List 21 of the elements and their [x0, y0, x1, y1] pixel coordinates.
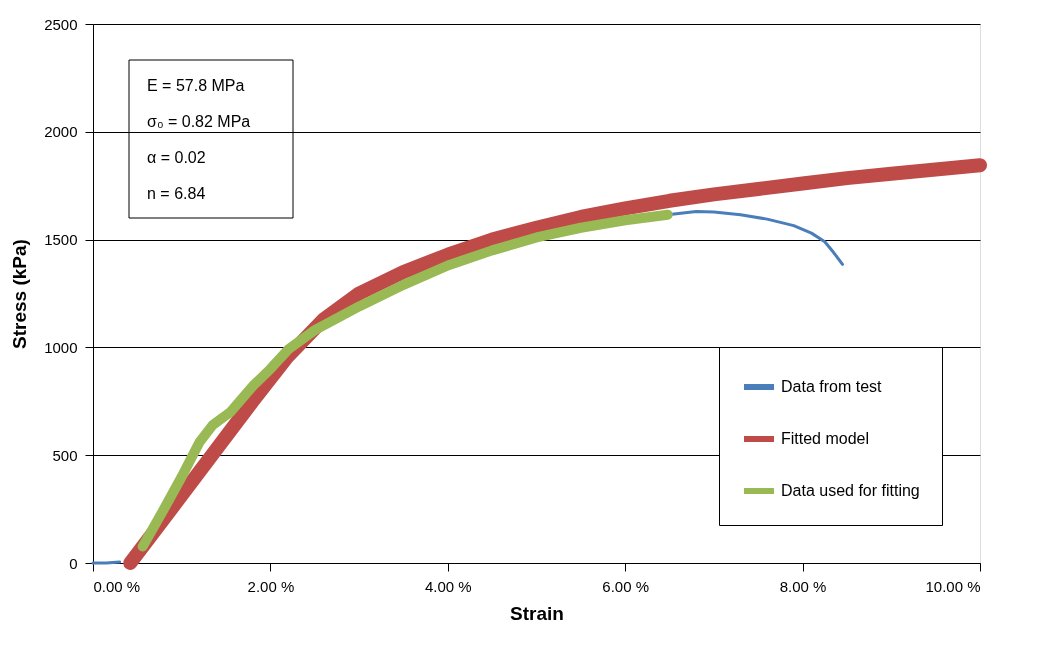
legend-label: Data used for fitting [781, 482, 920, 499]
y-tick-label: 2000 [44, 123, 78, 141]
y-axis-title: Stress (kPa) [9, 239, 31, 349]
x-tick-label: 8.00 % [779, 577, 827, 595]
y-tick-label: 500 [52, 446, 78, 464]
annotation: n = 6.84 [147, 185, 206, 202]
annotation: α = 0.02 [147, 149, 206, 166]
x-tick-label: 4.00 % [424, 577, 472, 595]
x-tick-label: 0.00 % [93, 577, 141, 595]
y-tick-label: 2500 [44, 15, 78, 33]
y-tick-label: 1000 [44, 338, 78, 356]
legend-label: Data from test [781, 378, 883, 395]
annotation: E = 57.8 MPa [147, 77, 245, 94]
x-tick-label: 2.00 % [247, 577, 295, 595]
x-tick-label: 10.00 % [925, 577, 981, 595]
y-tick-label: 0 [69, 554, 78, 572]
y-tick-label: 1500 [44, 231, 78, 249]
x-axis-title: Strain [510, 602, 564, 624]
legend-label: Fitted model [781, 430, 870, 447]
x-tick-label: 6.00 % [602, 577, 650, 595]
annotation: σ₀ = 0.82 MPa [147, 113, 251, 130]
